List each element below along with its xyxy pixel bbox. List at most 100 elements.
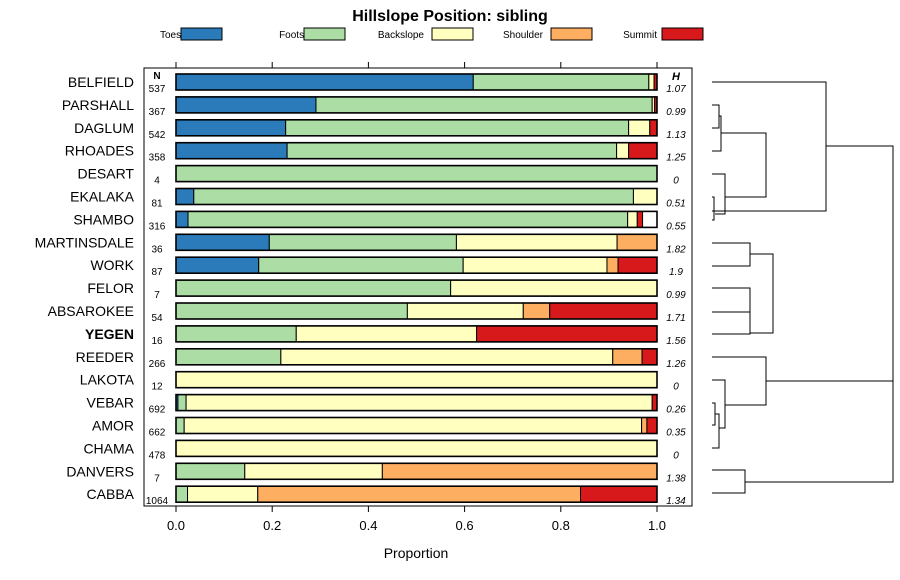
n-value: 16 (151, 336, 163, 347)
bar-segment-backslope (295, 325, 478, 343)
n-header: N (153, 71, 160, 82)
bar-segment-summit (617, 256, 658, 274)
bar-outline (175, 164, 658, 183)
bar-segment-footslope (175, 165, 658, 183)
bar-segment-footslope (286, 142, 618, 160)
bar-outline (175, 73, 658, 91)
bar-outline (175, 256, 658, 275)
x-tick-label: 0.6 (456, 518, 474, 533)
h-value: 0.26 (666, 405, 686, 416)
legend-swatch-summit (661, 27, 704, 41)
category-label: SHAMBO (73, 211, 134, 227)
legend-label-footslope: Footslope (279, 30, 323, 41)
bar-segment-summit (646, 417, 658, 434)
category-label: PARSHALL (62, 97, 134, 113)
bar-segment-backslope (175, 371, 658, 389)
bar-segment-footslope (193, 188, 634, 205)
x-tick-label: 0.2 (263, 518, 281, 533)
bar-segment-backslope (187, 485, 259, 503)
n-value: 692 (149, 405, 166, 416)
bar-segment-toeslope (175, 119, 287, 137)
bar-segment-summit (580, 485, 658, 503)
legend: Toeslope Footslope Backslope Shoulder Summit (160, 27, 704, 41)
h-value: 1.56 (666, 336, 686, 347)
h-values: 1.07 0.99 1.13 1.25 0 0.51 0.55 1.82 1.9 0.99 1.71… (666, 84, 686, 507)
category-label: DESART (77, 166, 134, 182)
bar-outline (175, 393, 658, 412)
dendrogram (712, 81, 894, 494)
category-label: EKALAKA (70, 189, 134, 205)
category-label: AMOR (92, 418, 134, 434)
dendro-branch (712, 115, 722, 152)
bar-segment-footslope (315, 96, 653, 114)
x-axis-label: Proportion (384, 545, 449, 561)
bar-segment-backslope (175, 439, 658, 457)
h-value: 0.99 (666, 107, 686, 118)
dendro-branch (712, 104, 720, 129)
dendro-branch (712, 469, 746, 494)
h-value: 1.9 (669, 267, 683, 278)
bar-segment-backslope (450, 279, 658, 297)
category-label: MARTINSDALE (35, 234, 134, 250)
legend-swatch-shoulder (550, 27, 593, 41)
bar-outline (175, 233, 658, 252)
bar-segment-backslope (406, 302, 524, 320)
h-value: 0.35 (666, 428, 686, 439)
n-value: 367 (149, 107, 166, 118)
n-value: 36 (151, 244, 163, 255)
bar-segment-toeslope (175, 233, 270, 251)
n-value: 542 (149, 130, 166, 141)
n-value: 4 (154, 176, 160, 187)
h-value: 0 (673, 176, 679, 187)
bar-segment-shoulder (381, 462, 658, 480)
legend-swatch-backslope (431, 27, 474, 41)
bar-segment-shoulder (257, 485, 582, 503)
bar-segment-footslope (175, 325, 297, 343)
bar-segment-footslope (187, 210, 629, 228)
h-value: 1.26 (666, 359, 686, 370)
bar-outline (175, 485, 658, 504)
h-value: 1.13 (666, 130, 686, 141)
x-tick-label: 0.4 (359, 518, 377, 533)
n-value: 81 (151, 199, 163, 210)
bar-segment-footslope (258, 256, 464, 274)
bar-outline (175, 370, 658, 389)
bar-segment-shoulder (612, 348, 643, 366)
dendro-branch (745, 380, 894, 483)
bar-segment-backslope (462, 256, 608, 274)
bar-outline (175, 302, 658, 320)
n-value: 87 (151, 267, 163, 278)
bar-segment-backslope (455, 233, 618, 251)
h-value: 1.34 (666, 496, 686, 507)
bar-segment-shoulder (641, 417, 648, 434)
bar-segment-backslope (185, 394, 653, 412)
bar-outline (175, 96, 658, 114)
n-value: 7 (154, 473, 160, 484)
n-value: 12 (151, 382, 163, 393)
bar-outline (175, 119, 658, 137)
category-label: DANVERS (66, 463, 134, 479)
category-label: BELFIELD (68, 74, 134, 90)
legend-label-summit: Summit (623, 30, 657, 41)
dendro-branch (712, 402, 716, 426)
category-label: YEGEN (85, 326, 134, 342)
bar-segment-toeslope (175, 256, 260, 274)
bar-outline (175, 141, 658, 160)
bar-segment-backslope (632, 188, 658, 205)
bar-segment-summit (641, 348, 658, 366)
category-label: WORK (90, 257, 134, 273)
category-labels: BELFIELD PARSHALL DAGLUM RHOADES DESART EKALA… (35, 74, 135, 502)
h-value: 1.07 (666, 84, 686, 95)
h-value: 0 (673, 382, 679, 393)
n-value: 7 (154, 290, 160, 301)
bar-segment-backslope (628, 119, 651, 137)
h-value: 0.51 (666, 199, 685, 210)
dendro-branch (712, 173, 726, 215)
bar-segment-backslope (244, 462, 383, 480)
plot-frame (143, 67, 693, 507)
x-tick-label: 0.0 (167, 518, 185, 533)
n-values: 537 367 542 358 4 81 316 36 87 7 54 16 266 12 692 662 47… (146, 84, 169, 507)
bar-segment-backslope (627, 210, 638, 228)
n-value: 316 (149, 221, 166, 232)
